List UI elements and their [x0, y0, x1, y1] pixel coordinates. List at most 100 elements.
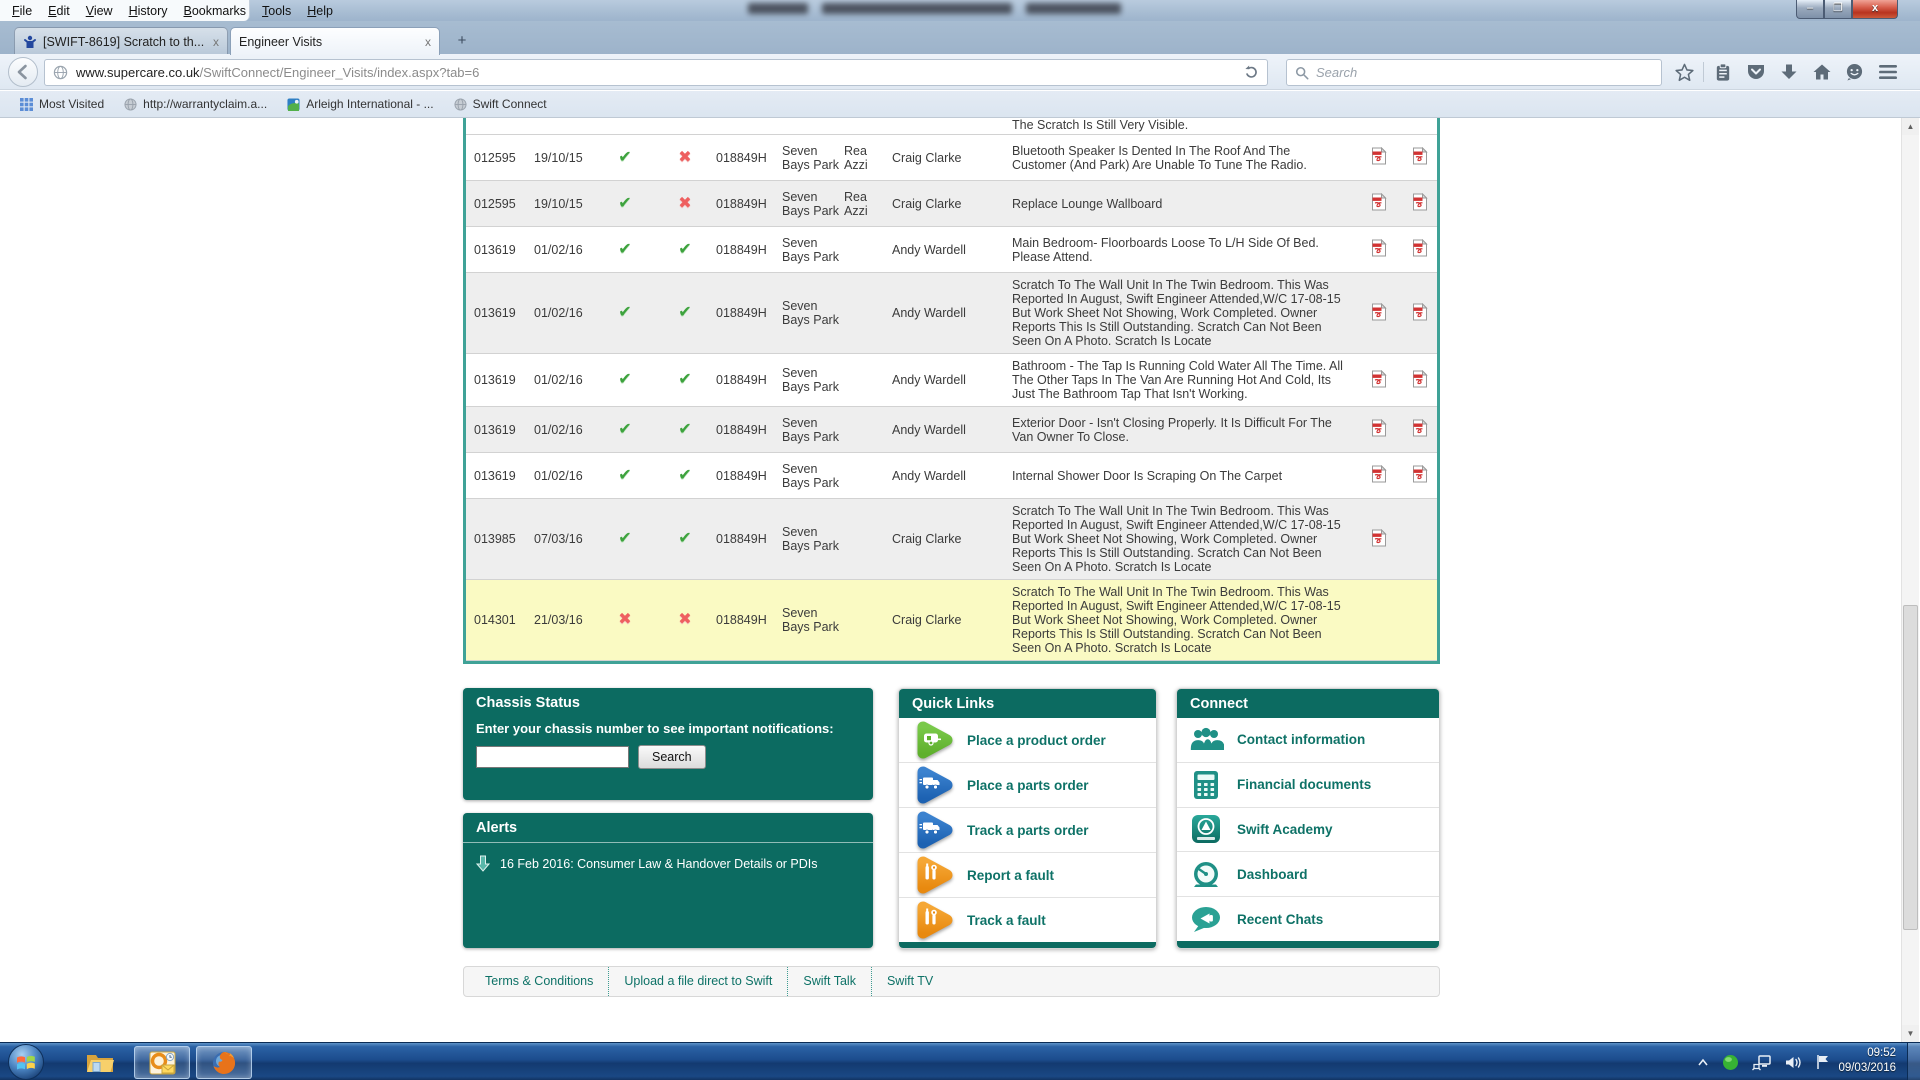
footer-link-terms-conditions[interactable]: Terms & Conditions	[485, 974, 594, 988]
home-icon[interactable]	[1805, 58, 1838, 86]
pdf-document-icon[interactable]	[1370, 419, 1388, 437]
start-button[interactable]	[8, 1044, 44, 1080]
search-icon	[1295, 66, 1309, 79]
tab-active[interactable]: Engineer Visits x	[230, 27, 440, 55]
quick-link-place-a-parts-order[interactable]: Place a parts order	[899, 762, 1156, 807]
pdf-document-icon[interactable]	[1411, 369, 1429, 388]
chassis-search-button[interactable]: Search	[638, 745, 706, 769]
footer-links-bar: Terms & Conditions Upload a file direct t…	[463, 966, 1440, 997]
pdf-document-icon[interactable]	[1411, 147, 1429, 165]
connect-link-financial-documents[interactable]: Financial documents	[1177, 761, 1439, 807]
download-icon[interactable]	[1772, 58, 1805, 86]
pdf-document-icon[interactable]	[1411, 239, 1429, 257]
site-icon	[287, 97, 300, 111]
status-green-icon[interactable]	[1722, 1054, 1739, 1071]
taskbar-clock[interactable]: 09:52 09/03/2016	[1832, 1046, 1896, 1076]
reload-icon[interactable]	[1244, 65, 1259, 80]
pdf-document-icon[interactable]	[1411, 193, 1429, 211]
volume-icon[interactable]	[1785, 1055, 1802, 1070]
scroll-up-arrow[interactable]: ▲	[1902, 118, 1919, 135]
chassis-number: 018849H	[716, 373, 767, 387]
footer-link-upload-a-file-direct-to-swift[interactable]: Upload a file direct to Swift	[608, 967, 787, 996]
close-button[interactable]: x	[1852, 0, 1898, 19]
connect-title: Connect	[1177, 689, 1439, 718]
tab-close-icon[interactable]: x	[213, 34, 219, 49]
menu-edit[interactable]: Edit	[48, 3, 70, 18]
manager-name: Andy Wardell	[892, 306, 966, 320]
quick-link-track-a-fault[interactable]: Track a fault	[899, 897, 1156, 942]
quick-links-title: Quick Links	[899, 689, 1156, 718]
quick-link-track-a-parts-order[interactable]: Track a parts order	[899, 807, 1156, 852]
park-name: Seven Bays Park	[782, 299, 839, 327]
pdf-document-icon[interactable]	[1411, 419, 1429, 437]
pdf-document-icon[interactable]	[1370, 369, 1388, 388]
taskbar-explorer-button[interactable]	[72, 1046, 128, 1079]
taskbar-firefox-button[interactable]	[196, 1046, 252, 1079]
star-icon[interactable]	[1668, 58, 1701, 86]
tab-0[interactable]: [SWIFT-8619] Scratch to th... x	[14, 27, 228, 55]
footer-link-swift-tv[interactable]: Swift TV	[870, 967, 948, 996]
url-bar[interactable]: www.supercare.co.uk/SwiftConnect/Enginee…	[44, 59, 1268, 86]
menu-bookmarks[interactable]: Bookmarks	[183, 3, 247, 18]
bookmark-most-visited[interactable]: Most Visited	[10, 93, 114, 115]
chassis-number: 018849H	[716, 422, 767, 437]
bookmark-http-warrantyclaim-a[interactable]: http://warrantyclaim.a...	[114, 93, 277, 115]
hidden-icons-caret[interactable]	[1697, 1058, 1709, 1067]
vertical-scrollbar: ▲ ▼	[1901, 118, 1919, 1042]
pdf-document-icon[interactable]	[1370, 465, 1388, 483]
background-window-title-blur	[748, 3, 1121, 15]
new-tab-button[interactable]: +	[457, 32, 467, 49]
bookmark-label: http://warrantyclaim.a...	[143, 97, 268, 111]
taskbar-outlook-button[interactable]	[134, 1046, 190, 1079]
quick-link-report-a-fault[interactable]: Report a fault	[899, 852, 1156, 897]
manager-name: Andy Wardell	[892, 468, 966, 483]
restore-button[interactable]: ❐	[1824, 0, 1852, 19]
scroll-down-arrow[interactable]: ▼	[1902, 1025, 1919, 1042]
bookmark-arleigh-international[interactable]: Arleigh International - ...	[277, 93, 443, 115]
url-text: www.supercare.co.uk/SwiftConnect/Enginee…	[76, 65, 1244, 80]
visit-date: 19/10/15	[534, 150, 583, 165]
minimize-button[interactable]: –	[1796, 0, 1824, 19]
show-desktop-button[interactable]	[1907, 1043, 1920, 1080]
connect-link-swift-academy[interactable]: Swift Academy	[1177, 806, 1439, 852]
menu-view[interactable]: View	[85, 3, 113, 18]
chat-icon[interactable]	[1838, 58, 1871, 86]
visit-row-013619: 013619 01/02/16 ✔ ✔ 018849H Seven Bays Park An…	[466, 453, 1437, 499]
pdf-document-icon[interactable]	[1370, 302, 1388, 321]
visit-date: 01/02/16	[534, 242, 583, 257]
connect-link-contact-information[interactable]: Contact information	[1177, 718, 1439, 762]
back-button[interactable]	[8, 57, 38, 87]
manager-name: Craig Clarke	[892, 196, 962, 211]
clipped-table-row: The Scratch Is Still Very Visible.	[466, 118, 1437, 135]
system-tray	[1697, 1043, 1830, 1080]
menu-history[interactable]: History	[128, 3, 168, 18]
quick-link-place-a-product-order[interactable]: Place a product order	[899, 718, 1156, 762]
pdf-document-icon[interactable]	[1370, 239, 1388, 257]
menu-help[interactable]: Help	[307, 3, 333, 18]
pdf-document-icon[interactable]	[1411, 465, 1429, 483]
pdf-document-icon[interactable]	[1370, 528, 1388, 547]
scrollbar-thumb[interactable]	[1903, 605, 1918, 930]
pdf-document-icon[interactable]	[1370, 193, 1388, 211]
action-center-flag-icon[interactable]	[1815, 1054, 1830, 1070]
menu-tools[interactable]: Tools	[262, 3, 292, 18]
firefox-icon	[213, 1051, 236, 1074]
bookmark-swift-connect[interactable]: Swift Connect	[444, 93, 557, 115]
pdf-document-icon[interactable]	[1370, 147, 1388, 165]
footer-link-swift-talk[interactable]: Swift Talk	[787, 967, 871, 996]
chassis-number-input[interactable]	[476, 746, 629, 768]
search-input[interactable]	[1316, 65, 1616, 80]
menu-file[interactable]: File	[12, 3, 33, 18]
globe-icon	[124, 97, 137, 111]
tab-close-icon[interactable]: x	[425, 34, 431, 49]
clipboard-icon[interactable]	[1706, 58, 1739, 86]
connect-link-recent-chats[interactable]: Recent Chats	[1177, 896, 1439, 941]
connect-link-dashboard[interactable]: Dashboard	[1177, 851, 1439, 896]
network-icon[interactable]	[1752, 1054, 1772, 1071]
pdf-document-icon[interactable]	[1411, 302, 1429, 321]
alert-item[interactable]: 16 Feb 2016: Consumer Law & Handover Det…	[463, 843, 873, 872]
visit-row-013619: 013619 01/02/16 ✔ ✔ 018849H Seven Bays Park An…	[466, 227, 1437, 273]
menu-icon[interactable]	[1871, 58, 1904, 86]
pocket-icon[interactable]	[1739, 58, 1772, 86]
chassis-status-title: Chassis Status	[476, 695, 580, 711]
